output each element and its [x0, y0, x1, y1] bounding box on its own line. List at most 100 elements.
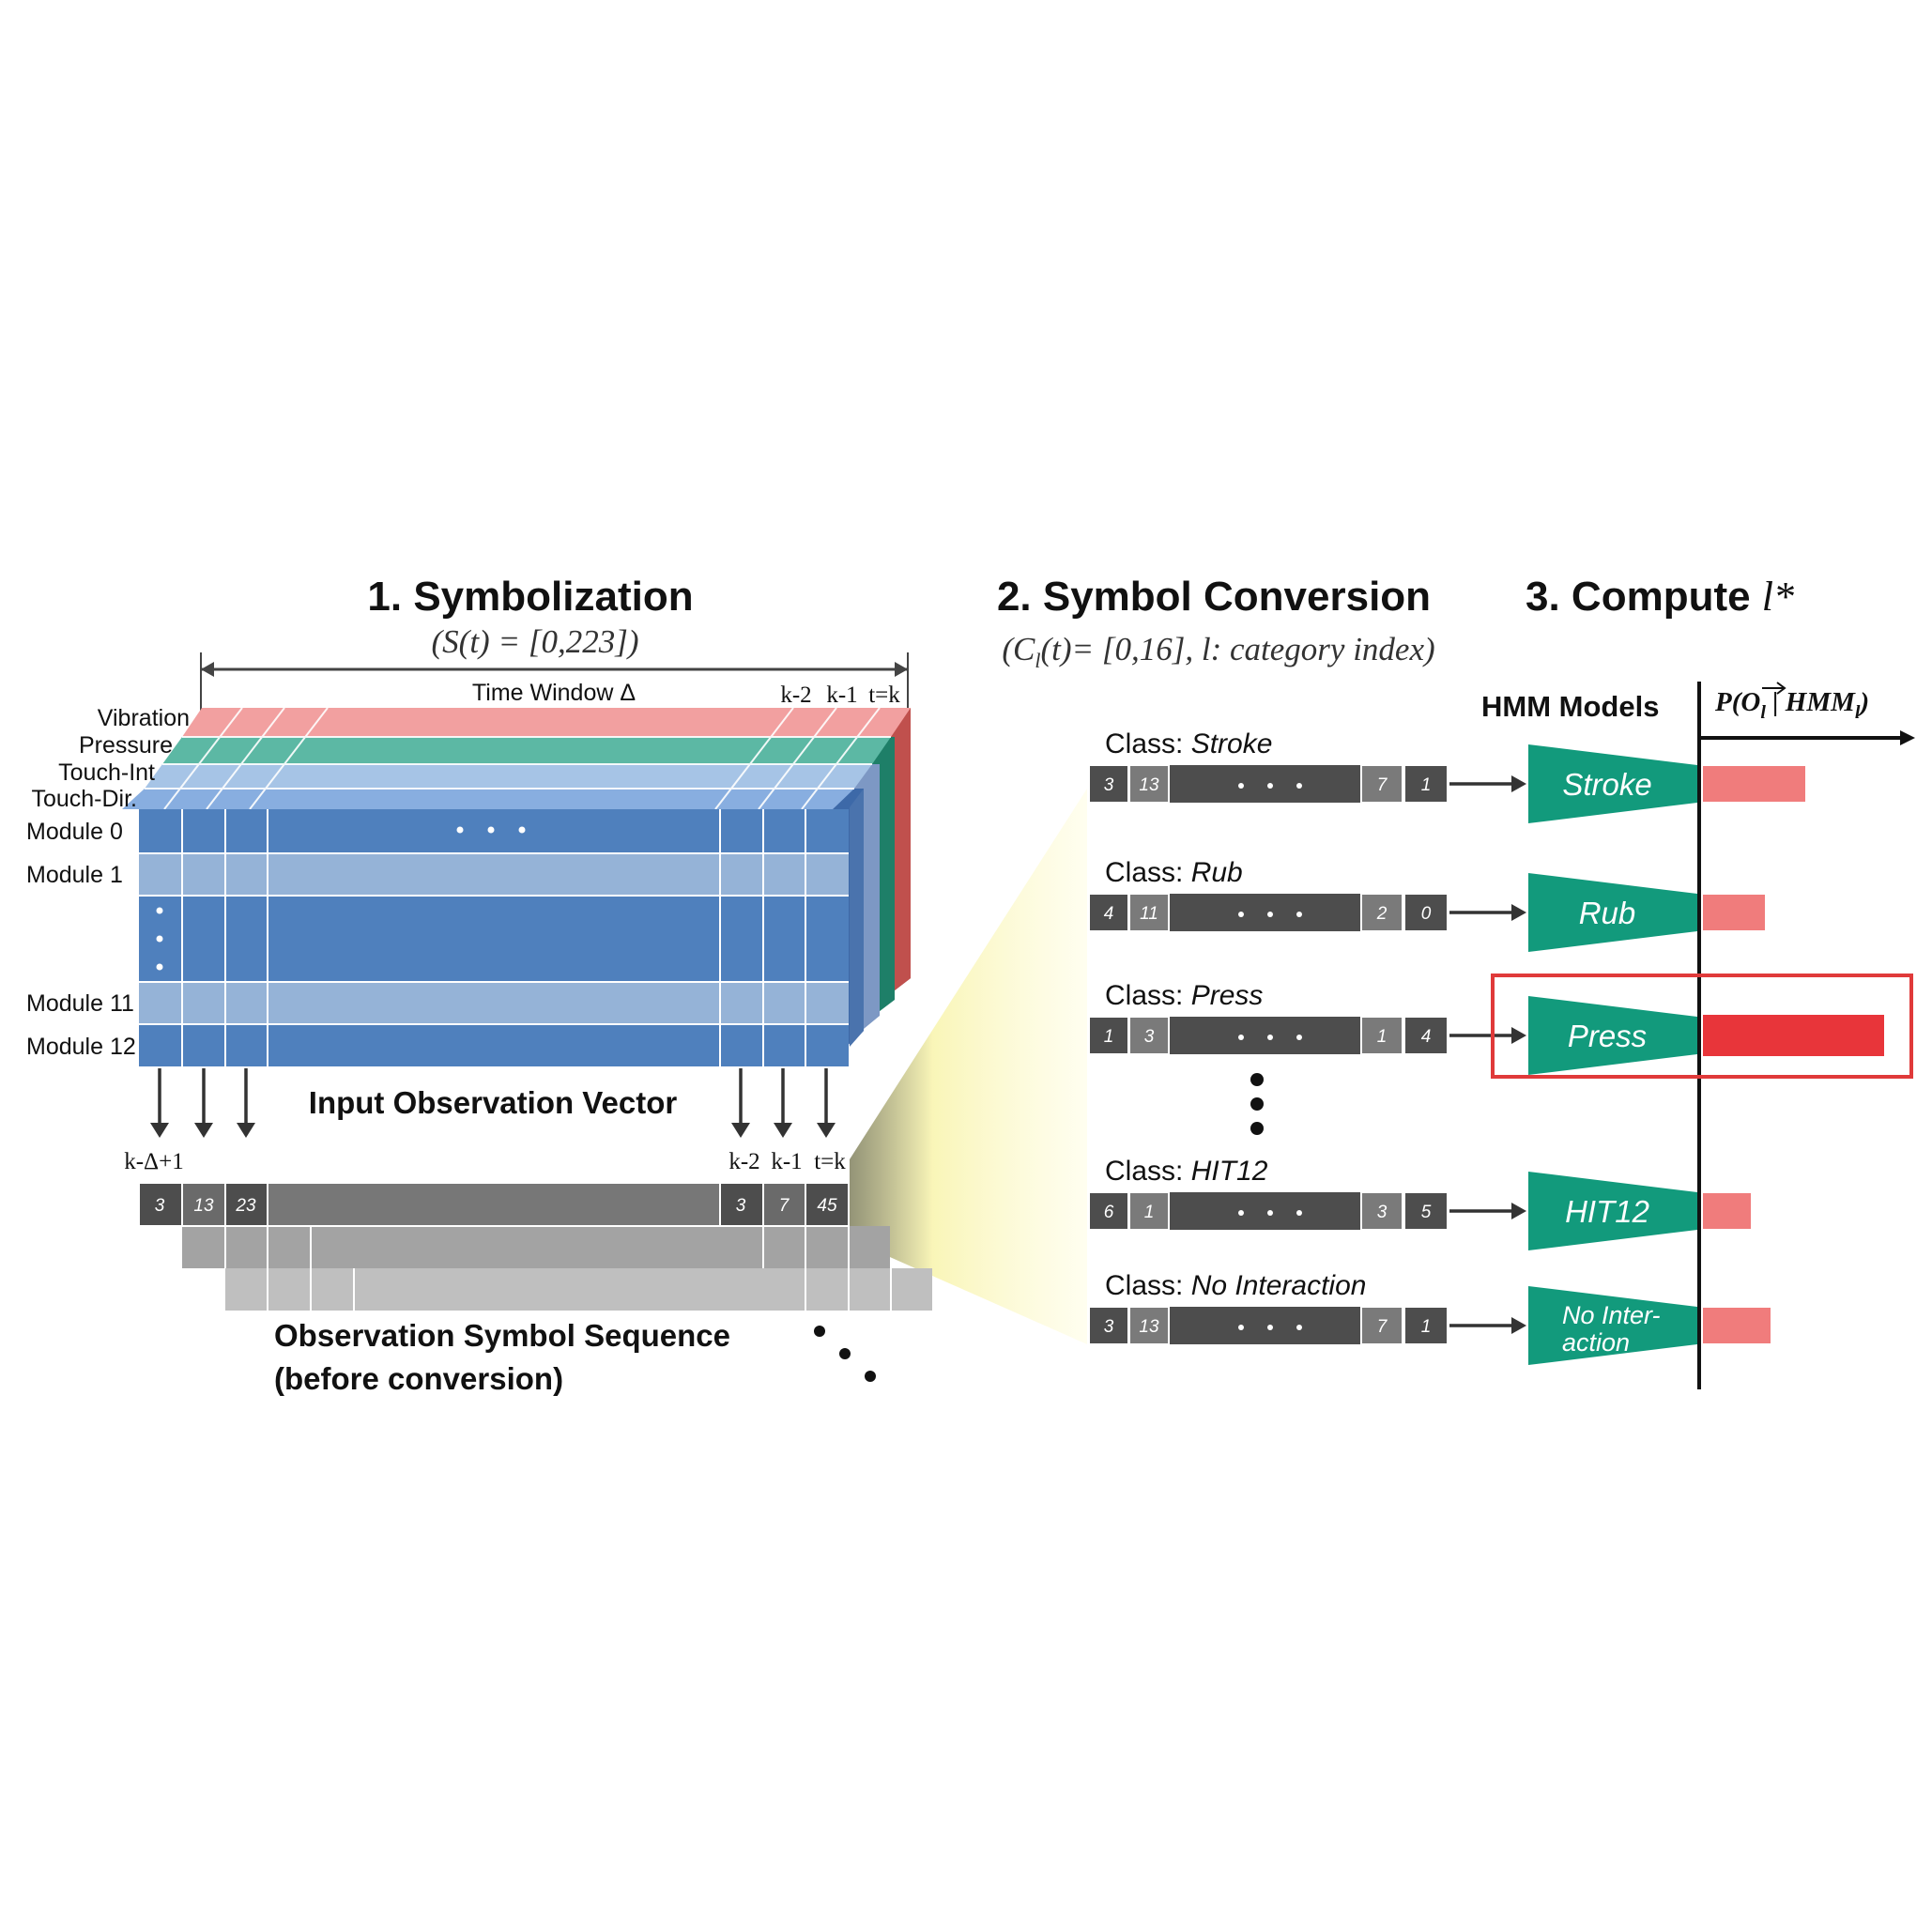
hmm-model-rub: [1528, 873, 1697, 952]
class-sequence-value: 1: [1144, 1203, 1155, 1222]
class-sequence-cell: [1360, 764, 1403, 804]
class-sequence-value: 13: [1139, 1317, 1159, 1337]
zoom-glow-cone: [850, 789, 1087, 1344]
class-sequence-cell: [1088, 1191, 1129, 1231]
section-title-symbol-conversion: 2. Symbol Conversion: [997, 574, 1431, 620]
input-observation-vector-label: Input Observation Vector: [309, 1085, 678, 1120]
class-sequence-cell: [1403, 893, 1449, 932]
probability-header: P(Ol | HMMl): [1714, 687, 1869, 723]
sequence-cell-first-0: [139, 1183, 182, 1226]
class-sequence-ellipsis-dot: [1238, 912, 1244, 917]
hmm-models-header: HMM Models: [1481, 690, 1659, 723]
input-observation-block: [122, 707, 911, 1066]
class-sequence-value: 2: [1376, 904, 1388, 924]
formula-symbol-conversion: (Cl(t)= [0,16], l: category index): [1002, 631, 1434, 672]
layer-label-vibration: Vibration: [98, 705, 190, 731]
sequence-layer-middle-grid: [224, 1226, 850, 1268]
sequence-layer-middle: [182, 1226, 890, 1268]
section-title-symbolization: 1. Symbolization: [367, 574, 693, 620]
class-label-prefix: Class:: [1105, 857, 1191, 888]
class-to-model-arrow-head: [1511, 775, 1526, 792]
class-sequence-value: 13: [1139, 775, 1159, 795]
down-arrows: [158, 1068, 828, 1127]
block-vertical-ellipsis: [156, 907, 163, 971]
hmm-model-label: HIT12: [1565, 1194, 1649, 1229]
probability-bar-stroke: [1703, 766, 1805, 802]
class-sequence-value: 7: [1377, 775, 1388, 795]
module-row-1: [139, 853, 849, 896]
bottom-k-label-k-2: k-2: [728, 1149, 759, 1174]
class-sequence-ellipsis-dot: [1238, 1210, 1244, 1216]
block-horizontal-ellipsis: [456, 826, 526, 834]
class-to-model-arrow-head: [1511, 1317, 1526, 1334]
class-sequence-cell: [1403, 1191, 1449, 1231]
class-label: Class: Press: [1105, 980, 1263, 1011]
module-row-12: [139, 1024, 849, 1066]
class-sequence-value: 4: [1104, 904, 1114, 924]
class-sequence-ellipsis-dot: [1267, 1210, 1273, 1216]
class-sequence-value: 3: [1377, 1203, 1388, 1222]
class-sequence-value: 3: [1144, 1027, 1155, 1047]
bottom-k-label-t-k: t=k: [814, 1149, 846, 1174]
sequence-cell-first-2: [225, 1183, 268, 1226]
hmm-model-press: [1528, 996, 1697, 1075]
class-label: Class: No Interaction: [1105, 1270, 1366, 1301]
class-sequence-ellipsis-dot: [1296, 783, 1302, 789]
layer-label-touch-dir: Touch-Dir.: [31, 786, 137, 812]
class-sequence-value: 1: [1421, 775, 1432, 795]
class-sequence-ellipsis-dot: [1296, 1325, 1302, 1330]
sequence-layer-front-grid: [138, 1182, 850, 1227]
class-sequence-ellipsis-dot: [1238, 1035, 1244, 1040]
module-label-0: Module 0: [26, 819, 123, 845]
module-label-1: Module 1: [26, 862, 123, 888]
sequence-layer-back-grid: [267, 1268, 892, 1311]
sequence-label-line2: (before conversion): [274, 1361, 563, 1396]
class-row-stroke: Class: Stroke 3 13 7 1 Stroke: [1088, 728, 1805, 823]
class-to-model-arrow-head: [1511, 1203, 1526, 1219]
class-sequence-value: 5: [1421, 1203, 1432, 1222]
time-window-arrow-right-head: [895, 662, 908, 677]
class-sequence-ellipsis-dot: [1296, 1210, 1302, 1216]
layer-touch-dir: [122, 789, 854, 809]
bottom-k-label-first: k-Δ+1: [124, 1149, 184, 1174]
class-label-name: Rub: [1191, 857, 1243, 888]
class-sequence-cell: [1128, 1306, 1170, 1345]
class-sequence-cell: [1403, 764, 1449, 804]
section-title-compute: 3. Compute l*: [1526, 574, 1794, 620]
probability-vector-arrow: [1762, 682, 1786, 695]
module-label-11: Module 11: [26, 990, 134, 1017]
class-sequence-cell: [1403, 1306, 1449, 1345]
probability-bar-hit12: [1703, 1193, 1751, 1229]
class-label: Class: Stroke: [1105, 728, 1272, 759]
probability-bar-press: [1703, 1015, 1884, 1056]
class-row-no-interaction: Class: No Interaction 3 13 7 1 No Inter-actio…: [1088, 1270, 1771, 1365]
sequence-value-first-2: 23: [235, 1196, 256, 1216]
class-label-name: Press: [1191, 980, 1264, 1011]
class-sequence-value: 1: [1421, 1317, 1432, 1337]
module-row-middle: [139, 896, 849, 982]
layer-pressure: [162, 737, 891, 764]
hmm-model-label: Rub: [1579, 896, 1636, 930]
class-sequence-cell: [1088, 893, 1129, 932]
class-sequence-value: 3: [1104, 1317, 1114, 1337]
class-row-rub: Class: Rub 4 11 2 0 Rub: [1088, 857, 1765, 952]
sequence-cell-last-2: [805, 1183, 849, 1226]
class-sequence-value: 1: [1377, 1027, 1388, 1047]
class-sequence-cell: [1128, 1191, 1170, 1231]
class-label-prefix: Class:: [1105, 1156, 1191, 1187]
class-sequence-ellipsis-dot: [1267, 912, 1273, 917]
probability-bar-no-interaction: [1703, 1308, 1771, 1343]
observation-sequence-stack: 3 13 23 3 7 45: [138, 1182, 932, 1311]
side-face-vibration-front: [891, 708, 911, 993]
module-grid-lines: [139, 809, 849, 1066]
top-k-label-k-1: k-1: [826, 682, 857, 708]
class-sequence-cell: [1360, 1191, 1403, 1231]
class-label-prefix: Class:: [1105, 728, 1191, 759]
class-sequence-value: 3: [1104, 775, 1114, 795]
class-label-name: HIT12: [1191, 1156, 1268, 1187]
class-row-hit12: Class: HIT12 6 1 3 5 HIT12: [1088, 1156, 1751, 1250]
sequence-layer-back: [225, 1268, 932, 1311]
time-window-arrow-left-head: [201, 662, 214, 677]
sequence-label-line1: Observation Symbol Sequence: [274, 1318, 730, 1353]
